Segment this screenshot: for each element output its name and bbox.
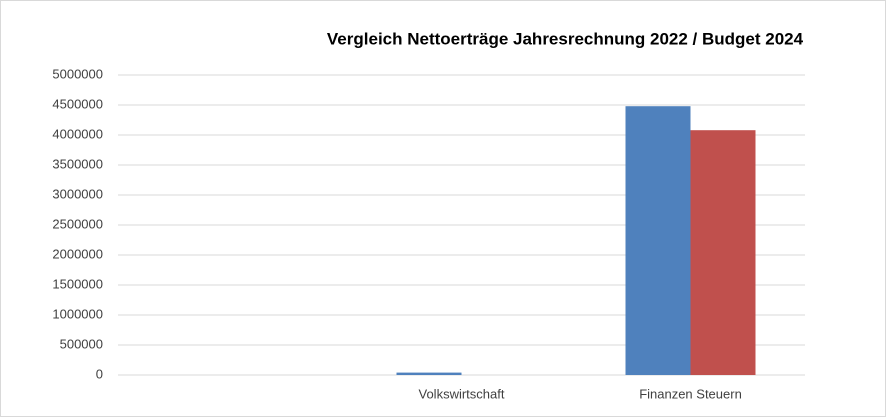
bar	[396, 372, 462, 375]
y-tick-label: 3000000	[52, 186, 103, 201]
x-tick-label: Volkswirtschaft	[419, 386, 505, 401]
y-tick-label: 3500000	[52, 156, 103, 171]
bar	[625, 106, 691, 375]
chart-title: Vergleich Nettoerträge Jahresrechnung 20…	[327, 29, 804, 48]
y-tick-label: 5000000	[52, 66, 103, 81]
y-tick-label: 4500000	[52, 96, 103, 111]
bar	[690, 130, 756, 375]
y-tick-label: 0	[96, 366, 103, 381]
y-tick-label: 1000000	[52, 306, 103, 321]
y-tick-label: 4000000	[52, 126, 103, 141]
y-tick-label: 2000000	[52, 246, 103, 261]
y-tick-label: 1500000	[52, 276, 103, 291]
x-tick-label: Finanzen Steuern	[639, 386, 742, 401]
y-tick-label: 2500000	[52, 216, 103, 231]
y-tick-label: 500000	[60, 336, 103, 351]
